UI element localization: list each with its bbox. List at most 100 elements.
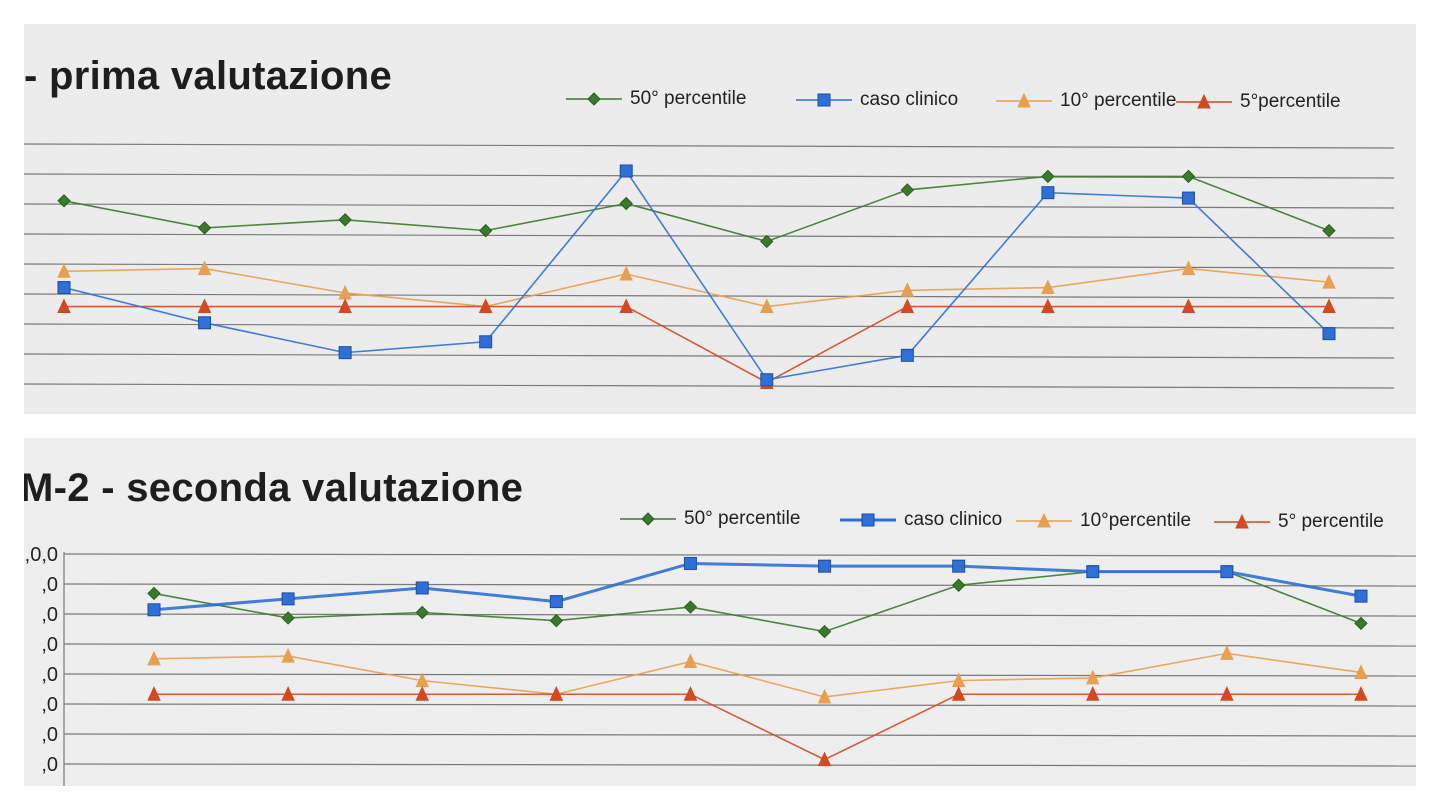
data-point [619, 164, 633, 178]
data-point [281, 686, 295, 701]
legend-marker [1197, 93, 1211, 109]
legend-label: 5°percentile [1240, 91, 1341, 112]
data-point [1220, 686, 1234, 701]
chart-title-first: - prima valutazione [24, 54, 393, 98]
data-point [57, 194, 71, 208]
data-point [1041, 186, 1055, 200]
gridline [24, 143, 1395, 149]
legend-swatch-icon [1176, 93, 1232, 109]
legend-swatch-icon [1016, 512, 1072, 528]
data-point [817, 624, 832, 639]
data-point [1354, 616, 1368, 631]
legend-label: 10°percentile [1080, 510, 1192, 531]
data-point [1220, 565, 1234, 579]
chart-title-second: M-2 - seconda valutazione [24, 466, 524, 510]
gridline [24, 383, 1395, 389]
series-line [63, 267, 1330, 308]
data-point [683, 686, 698, 701]
legend-swatch-icon [1214, 513, 1270, 529]
data-point [478, 223, 493, 238]
data-point [1322, 298, 1336, 314]
data-point [478, 298, 493, 314]
data-point [549, 686, 564, 701]
series-line [153, 561, 1362, 612]
legend-label: caso clinico [904, 509, 1003, 530]
legend-swatch-icon [620, 512, 676, 526]
legend-label: 50° percentile [630, 88, 747, 109]
plot-area-first [24, 143, 1395, 389]
data-point [900, 282, 915, 297]
data-point [1041, 298, 1055, 314]
data-point [1085, 686, 1100, 701]
y-tick-label: ,0 [41, 724, 58, 746]
legend-marker [1037, 512, 1051, 528]
series-line [154, 693, 1361, 761]
data-point [759, 298, 774, 314]
chart-panel-second: ,0,0,0,0,0,0,0,0,0 M-2 - seconda valutaz… [24, 438, 1416, 786]
gridline [24, 263, 1395, 269]
gridline [24, 353, 1395, 359]
series-line [153, 652, 1362, 698]
legend-marker [641, 512, 655, 526]
plot-area-second: ,0,0,0,0,0,0,0,0,0 [25, 544, 1416, 786]
data-point [1041, 279, 1055, 295]
series-line [153, 570, 1362, 633]
legend-item: 50° percentile [564, 88, 746, 110]
legend-item: 5° percentile [1212, 511, 1384, 533]
series-line [63, 175, 1330, 243]
gridline [24, 173, 1395, 179]
y-tick-label: ,0 [41, 574, 58, 596]
data-point [415, 605, 429, 620]
data-point [817, 688, 832, 704]
data-point [281, 647, 295, 663]
data-point [57, 298, 71, 314]
gridline [24, 233, 1395, 239]
legend-marker [587, 92, 601, 106]
data-point [549, 613, 564, 628]
gridline [24, 293, 1395, 299]
data-point [57, 263, 71, 278]
data-point [1181, 169, 1196, 184]
legend-marker [817, 93, 831, 107]
data-point [197, 298, 212, 314]
data-point [147, 586, 161, 601]
data-point [147, 603, 161, 617]
series-line [63, 169, 1330, 381]
data-point [147, 686, 161, 701]
data-point [951, 578, 966, 592]
gridline [63, 763, 1416, 767]
legend-item: 10°percentile [1014, 510, 1191, 532]
data-point [338, 298, 352, 314]
data-point [1220, 645, 1234, 660]
gridline [63, 733, 1416, 737]
legend-marker [1017, 92, 1031, 108]
data-point [900, 348, 914, 362]
data-point [338, 346, 352, 360]
legend-item: caso clinico [794, 89, 958, 111]
data-point [549, 595, 563, 609]
legend-marker [1235, 513, 1249, 529]
data-point [951, 686, 966, 701]
data-point [479, 335, 493, 349]
chart-panel-first: - prima valutazione 50° percentile caso c… [24, 24, 1416, 414]
data-point [1322, 273, 1336, 289]
legend-label: 10° percentile [1060, 90, 1177, 111]
gridline [63, 553, 1416, 557]
data-point [415, 686, 430, 701]
data-point [818, 559, 832, 573]
data-point [281, 592, 295, 606]
data-point [197, 260, 212, 276]
data-point [760, 234, 774, 249]
gridlines [63, 553, 1416, 767]
data-point [1181, 191, 1195, 205]
data-point [1322, 327, 1336, 341]
legend-item: 5°percentile [1174, 91, 1341, 113]
data-point [683, 653, 698, 669]
gridline [24, 323, 1395, 329]
legend-item: 50° percentile [618, 508, 800, 530]
data-point [1322, 223, 1336, 238]
legend-label: 5° percentile [1278, 511, 1384, 532]
data-point [1181, 298, 1196, 314]
gridline [63, 583, 1416, 587]
data-point [1041, 169, 1055, 184]
